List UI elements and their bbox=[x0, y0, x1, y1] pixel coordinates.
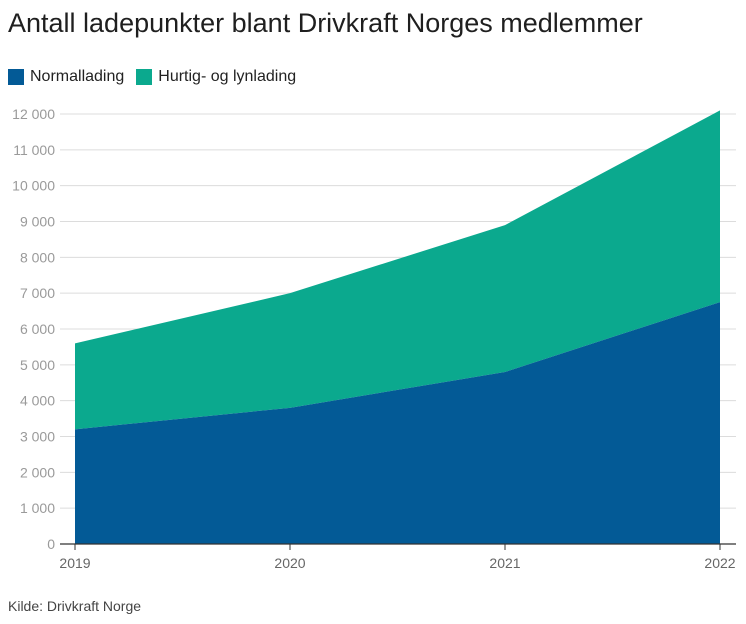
x-tick-label: 2022 bbox=[704, 555, 735, 571]
source-note: Kilde: Drivkraft Norge bbox=[8, 598, 142, 614]
legend-swatch-normallading bbox=[8, 69, 24, 85]
y-tick-label: 4 000 bbox=[20, 393, 55, 409]
legend-swatch-hurtiglading bbox=[136, 69, 153, 85]
y-tick-label: 8 000 bbox=[20, 249, 55, 265]
y-tick-label: 1 000 bbox=[20, 500, 55, 516]
x-tick-label: 2021 bbox=[489, 555, 520, 571]
area-series-normallading bbox=[75, 302, 720, 544]
legend: Normallading Hurtig- og lynlading bbox=[8, 68, 308, 86]
y-tick-label: 0 bbox=[47, 536, 55, 552]
y-tick-label: 2 000 bbox=[20, 464, 55, 480]
y-tick-label: 7 000 bbox=[20, 285, 55, 301]
area-series-hurtiglading bbox=[75, 110, 720, 430]
x-tick-label: 2020 bbox=[274, 555, 305, 571]
y-tick-label: 10 000 bbox=[12, 178, 55, 194]
legend-item-hurtiglading: Hurtig- og lynlading bbox=[136, 68, 296, 86]
y-tick-label: 3 000 bbox=[20, 429, 55, 445]
y-tick-label: 5 000 bbox=[20, 357, 55, 373]
chart-title: Antall ladepunkter blant Drivkraft Norge… bbox=[8, 8, 643, 38]
y-tick-label: 12 000 bbox=[12, 106, 55, 122]
y-tick-label: 11 000 bbox=[13, 142, 55, 158]
y-tick-label: 6 000 bbox=[20, 321, 55, 337]
legend-label-normallading: Normallading bbox=[30, 68, 125, 85]
legend-label-hurtiglading: Hurtig- og lynlading bbox=[158, 68, 297, 85]
x-tick-label: 2019 bbox=[59, 555, 90, 571]
y-tick-label: 9 000 bbox=[20, 214, 55, 230]
legend-item-normallading: Normallading bbox=[8, 68, 124, 86]
